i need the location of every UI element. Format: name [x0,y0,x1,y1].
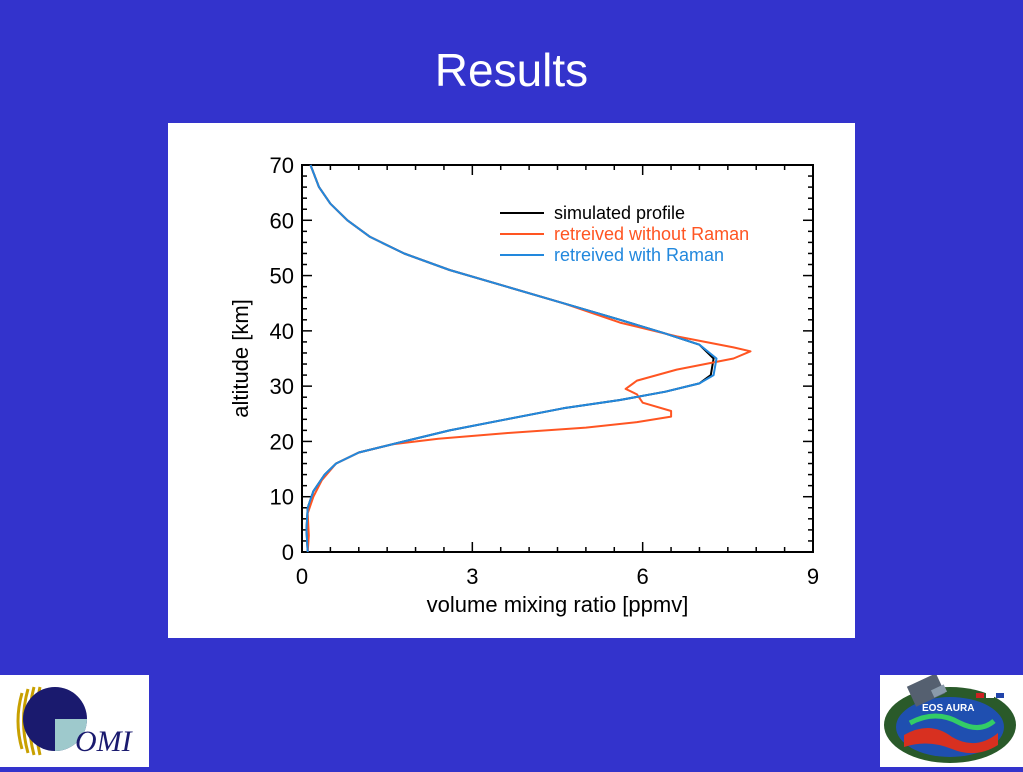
profile-chart: 0 3 6 9 0 10 20 30 40 50 60 70 volume mixing ratio [… [228,153,819,617]
slide-title: Results [434,44,589,96]
y-tick-label: 40 [270,319,294,344]
y-tick-label: 70 [270,153,294,178]
eos-aura-logo-text: EOS AURA [922,703,975,714]
x-tick-label: 6 [637,564,649,589]
x-tick-label: 9 [807,564,819,589]
x-axis-label: volume mixing ratio [ppmv] [427,592,689,617]
y-tick-label: 20 [270,429,294,454]
y-tick-label: 60 [270,208,294,233]
omi-logo-icon [16,686,87,756]
legend-label-1: simulated profile [554,203,685,223]
y-tick-label: 50 [270,264,294,289]
series-line-3 [305,164,718,553]
x-tick-label: 0 [296,564,308,589]
x-tick-label: 3 [466,564,478,589]
y-tick-label: 0 [282,540,294,565]
omi-logo-text: OMI [75,725,132,758]
eos-aura-logo: EOS AURA [880,673,1023,767]
y-tick-label: 10 [270,485,294,510]
legend-label-2: retreived without Raman [554,224,749,244]
legend-label-3: retreived with Raman [554,245,724,265]
eos-aura-logo-icon [884,673,1016,763]
y-tick-label: 30 [270,374,294,399]
y-axis-label: altitude [km] [228,299,253,418]
chart-panel: 0 3 6 9 0 10 20 30 40 50 60 70 volume mixing ratio [… [168,123,855,638]
omi-logo: OMI [0,675,149,767]
